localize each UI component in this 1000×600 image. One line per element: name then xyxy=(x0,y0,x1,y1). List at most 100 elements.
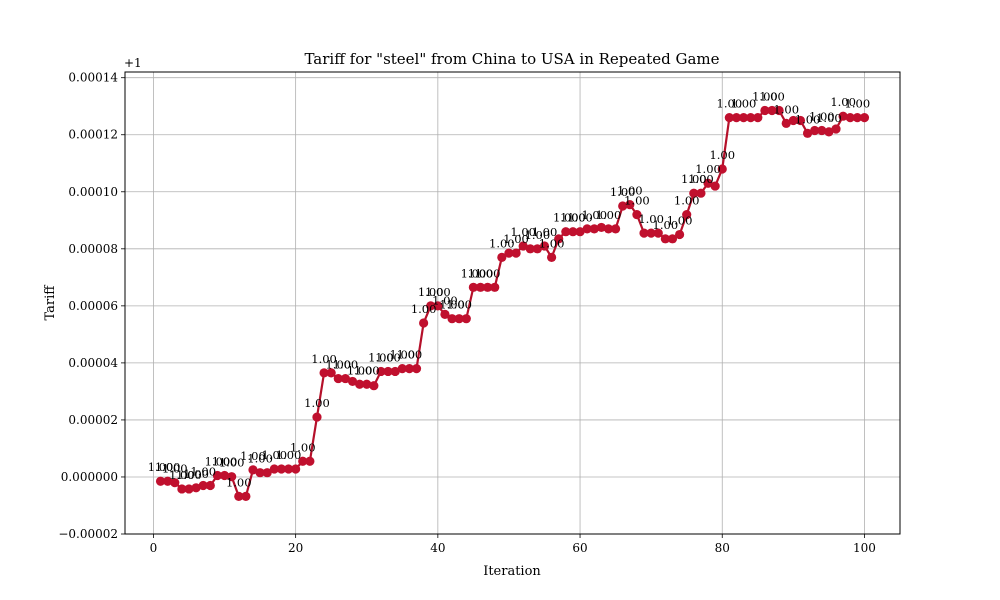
data-label: 1.00 xyxy=(446,298,472,312)
data-label: 1.00 xyxy=(247,452,273,466)
series-line-group xyxy=(155,105,870,501)
y-tick-label: 0.00008 xyxy=(68,242,118,256)
data-point xyxy=(227,472,237,482)
data-point xyxy=(802,128,813,138)
data-label: 1.00 xyxy=(475,266,501,280)
y-tick-label: 0.00002 xyxy=(68,413,118,427)
data-point xyxy=(447,314,457,324)
data-point xyxy=(618,201,628,211)
data-label: 1.00 xyxy=(190,465,216,479)
data-label: 1.00 xyxy=(624,194,650,208)
data-label: 1.00 xyxy=(489,236,515,250)
data-point xyxy=(163,476,173,486)
data-point xyxy=(454,314,464,324)
data-label: 1.00 xyxy=(311,352,337,366)
data-label: 1.00 xyxy=(461,266,487,280)
data-point xyxy=(753,113,763,123)
data-label: 1.00 xyxy=(468,266,494,280)
data-point xyxy=(532,244,542,254)
data-point xyxy=(490,282,500,292)
data-point xyxy=(298,456,308,466)
data-point xyxy=(845,113,855,123)
data-label: 1.00 xyxy=(553,211,579,225)
data-point xyxy=(241,491,251,501)
data-point xyxy=(269,464,279,474)
data-point xyxy=(724,113,734,123)
data-point xyxy=(795,115,806,126)
data-point xyxy=(596,222,606,233)
data-label: 1.00 xyxy=(510,225,536,239)
data-label: 1.00 xyxy=(276,448,302,462)
data-point xyxy=(177,484,187,494)
data-label: 1.00 xyxy=(681,172,707,186)
data-point xyxy=(411,363,422,374)
data-label: 1.00 xyxy=(219,456,245,470)
data-label: 1.00 xyxy=(162,462,188,476)
data-label: 1.00 xyxy=(375,350,401,364)
data-point xyxy=(824,127,834,137)
data-point xyxy=(838,111,848,121)
data-point xyxy=(433,301,443,311)
data-point xyxy=(603,224,614,234)
data-point xyxy=(781,118,791,128)
data-label: 1.00 xyxy=(795,112,821,126)
data-point xyxy=(717,164,727,174)
data-label: 1.00 xyxy=(845,97,871,111)
data-point xyxy=(234,491,244,501)
data-labels-group: 1.001.001.001.001.001.001.001.001.001.00… xyxy=(148,90,870,490)
y-tick-label: 0.000000 xyxy=(61,470,118,484)
data-point xyxy=(340,373,351,384)
data-point xyxy=(696,188,706,198)
data-point xyxy=(219,470,230,481)
plot-frame xyxy=(124,71,901,535)
data-point xyxy=(504,248,514,258)
y-tick-label: 0.00010 xyxy=(68,185,118,199)
data-label: 1.00 xyxy=(653,218,679,232)
data-label: 1.00 xyxy=(212,455,238,469)
data-point xyxy=(831,124,841,134)
grid-lines xyxy=(125,72,900,535)
data-label: 1.00 xyxy=(830,95,856,109)
data-point xyxy=(419,318,429,328)
data-label: 1.00 xyxy=(581,208,607,222)
data-label: 1.00 xyxy=(205,455,231,469)
data-point xyxy=(674,229,685,240)
data-point xyxy=(347,376,358,387)
x-axis-label: Iteration xyxy=(483,564,541,579)
data-point xyxy=(184,484,194,494)
data-point xyxy=(660,234,670,244)
data-point xyxy=(547,252,557,262)
data-point xyxy=(397,363,407,374)
y-axis-offset-label: +1 xyxy=(124,56,142,70)
data-label: 1.00 xyxy=(567,211,593,225)
data-label: 1.00 xyxy=(539,236,565,250)
data-point xyxy=(475,282,486,292)
data-label: 1.00 xyxy=(667,214,693,228)
data-label: 1.00 xyxy=(290,440,316,454)
data-point xyxy=(539,241,550,251)
data-label: 1.00 xyxy=(169,468,195,482)
data-label: 1.00 xyxy=(560,211,586,225)
data-label: 1.00 xyxy=(816,111,842,125)
data-point xyxy=(518,241,528,251)
data-point xyxy=(426,301,436,311)
data-label: 1.00 xyxy=(411,302,437,316)
data-point xyxy=(852,113,862,123)
data-point xyxy=(817,125,827,136)
x-tick-label: 40 xyxy=(430,541,445,555)
data-label: 1.00 xyxy=(610,185,636,199)
data-point xyxy=(333,373,343,384)
data-point xyxy=(440,309,450,320)
data-label: 1.00 xyxy=(262,448,288,462)
data-point xyxy=(383,366,393,377)
data-point xyxy=(276,464,287,474)
data-point xyxy=(639,228,649,238)
data-point xyxy=(191,483,201,493)
data-point xyxy=(362,379,372,389)
data-point xyxy=(767,105,777,116)
data-label: 1.00 xyxy=(752,90,778,104)
data-point xyxy=(326,368,336,378)
data-point xyxy=(731,113,742,123)
data-point xyxy=(760,105,770,116)
